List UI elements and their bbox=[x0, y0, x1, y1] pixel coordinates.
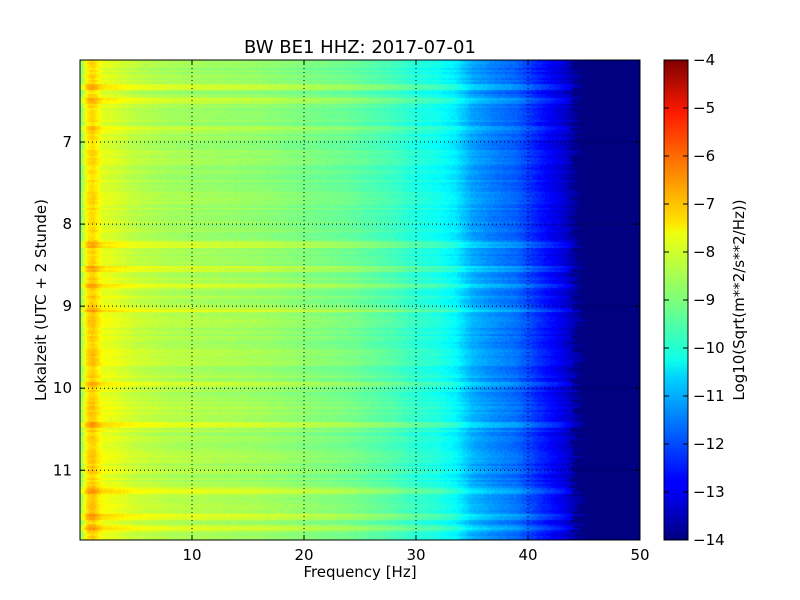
colorbar-tick-label: −13 bbox=[693, 483, 725, 501]
colorbar-tick-label: −5 bbox=[693, 99, 715, 117]
x-tick-label: 40 bbox=[518, 546, 537, 564]
spectrogram-heatmap bbox=[80, 60, 640, 540]
y-axis-ticks: 7 8 9 10 11 bbox=[53, 133, 640, 479]
colorbar-tick-label: −6 bbox=[693, 147, 715, 165]
colorbar-tick-label: −9 bbox=[693, 291, 715, 309]
y-tick-label: 7 bbox=[62, 133, 72, 151]
y-tick-label: 9 bbox=[62, 297, 72, 315]
x-axis-ticks: 10 20 30 40 50 bbox=[182, 60, 650, 564]
x-tick-label: 10 bbox=[182, 546, 201, 564]
colorbar-tick-label: −10 bbox=[693, 339, 725, 357]
colorbar-tick-label: −7 bbox=[693, 195, 715, 213]
colorbar-label: Log10(Sqrt(m**2/s**2/Hz)) bbox=[730, 199, 748, 400]
colorbar-tick-label: −12 bbox=[693, 435, 725, 453]
x-tick-label: 50 bbox=[630, 546, 649, 564]
y-axis-label: Lokalzeit (UTC + 2 Stunde) bbox=[32, 199, 50, 401]
colorbar-tick-label: −14 bbox=[693, 531, 725, 549]
colorbar-tick-label: −8 bbox=[693, 243, 715, 261]
colorbar-ticks: −4 −5 −6 −7 −8 −9 −10 −11 −12 −13 −14 bbox=[664, 51, 725, 549]
x-axis-label: Frequency [Hz] bbox=[303, 563, 416, 581]
plot-frame bbox=[79, 59, 641, 541]
colorbar-tick-label: −4 bbox=[693, 51, 715, 69]
chart-title: BW BE1 HHZ: 2017-07-01 bbox=[244, 37, 476, 58]
x-tick-label: 20 bbox=[294, 546, 313, 564]
y-tick-label: 10 bbox=[53, 379, 72, 397]
colorbar-tick-label: −11 bbox=[693, 387, 725, 405]
x-tick-label: 30 bbox=[406, 546, 425, 564]
grid-lines bbox=[80, 60, 640, 540]
y-tick-label: 11 bbox=[53, 461, 72, 479]
y-tick-label: 8 bbox=[62, 215, 72, 233]
